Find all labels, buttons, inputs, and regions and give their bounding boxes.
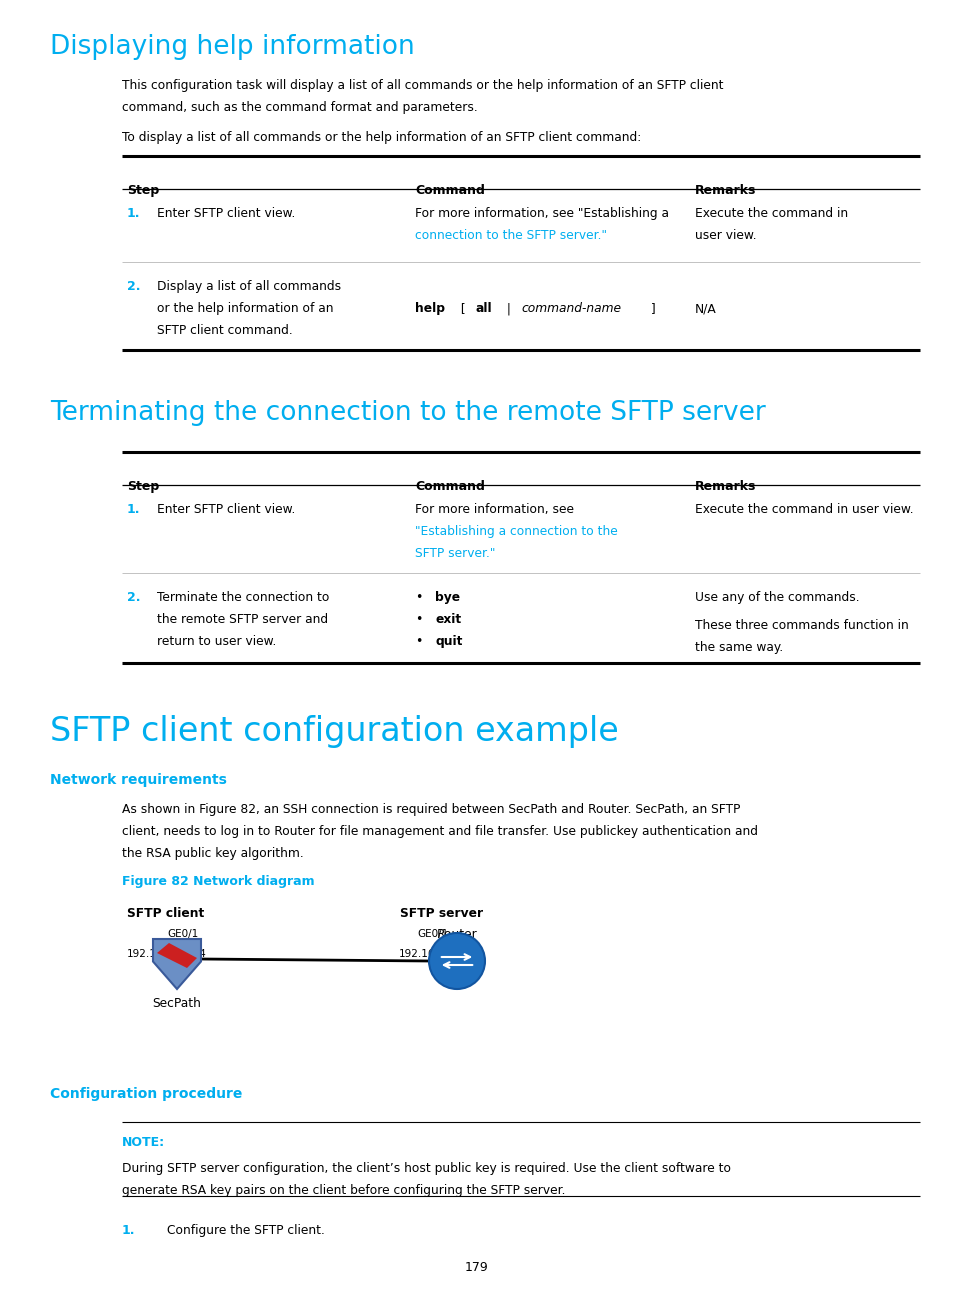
Text: ]: ]	[646, 302, 655, 315]
Text: Execute the command in user view.: Execute the command in user view.	[695, 503, 913, 516]
Text: 192.168.0.1/24: 192.168.0.1/24	[398, 949, 478, 959]
Text: Remarks: Remarks	[695, 480, 756, 492]
Text: Displaying help information: Displaying help information	[50, 34, 415, 60]
Text: 179: 179	[465, 1261, 488, 1274]
Text: For more information, see: For more information, see	[415, 503, 574, 516]
Text: connection to the SFTP server.": connection to the SFTP server."	[415, 229, 606, 242]
Text: SFTP client configuration example: SFTP client configuration example	[50, 715, 618, 748]
Text: Router: Router	[436, 928, 476, 941]
Text: Network requirements: Network requirements	[50, 772, 227, 787]
Text: return to user view.: return to user view.	[157, 635, 276, 648]
Text: 192.168.0.2/24: 192.168.0.2/24	[127, 949, 207, 959]
Text: the same way.: the same way.	[695, 642, 782, 654]
Text: Figure 82 Network diagram: Figure 82 Network diagram	[122, 875, 314, 888]
Text: Use any of the commands.: Use any of the commands.	[695, 591, 859, 604]
Text: SecPath: SecPath	[152, 997, 201, 1010]
Text: Enter SFTP client view.: Enter SFTP client view.	[157, 503, 295, 516]
Text: Remarks: Remarks	[695, 184, 756, 197]
Text: 1.: 1.	[127, 207, 140, 220]
Text: exit: exit	[435, 613, 460, 626]
Text: "Establishing a connection to the: "Establishing a connection to the	[415, 525, 618, 538]
Text: Enter SFTP client view.: Enter SFTP client view.	[157, 207, 295, 220]
Text: N/A: N/A	[695, 302, 716, 315]
Text: help: help	[415, 302, 444, 315]
Text: SFTP client: SFTP client	[127, 907, 204, 920]
Text: Execute the command in: Execute the command in	[695, 207, 847, 220]
Text: bye: bye	[435, 591, 459, 604]
Text: command-name: command-name	[520, 302, 620, 315]
Circle shape	[429, 933, 484, 989]
Polygon shape	[157, 943, 196, 968]
Text: or the help information of an: or the help information of an	[157, 302, 334, 315]
Text: all: all	[475, 302, 491, 315]
Text: •: •	[415, 613, 422, 626]
Text: During SFTP server configuration, the client’s host public key is required. Use : During SFTP server configuration, the cl…	[122, 1163, 730, 1175]
Text: 1.: 1.	[127, 503, 140, 516]
Text: 1.: 1.	[122, 1223, 135, 1236]
Text: This configuration task will display a list of all commands or the help informat: This configuration task will display a l…	[122, 79, 722, 92]
Text: the RSA public key algorithm.: the RSA public key algorithm.	[122, 848, 303, 861]
Text: generate RSA key pairs on the client before configuring the SFTP server.: generate RSA key pairs on the client bef…	[122, 1185, 565, 1198]
Text: the remote SFTP server and: the remote SFTP server and	[157, 613, 328, 626]
Text: 2.: 2.	[127, 280, 140, 293]
Text: Display a list of all commands: Display a list of all commands	[157, 280, 341, 293]
Text: [: [	[456, 302, 469, 315]
Text: ROUTER: ROUTER	[444, 991, 470, 997]
Text: For more information, see "Establishing a: For more information, see "Establishing …	[415, 207, 668, 220]
Text: To display a list of all commands or the help information of an SFTP client comm: To display a list of all commands or the…	[122, 131, 640, 144]
Text: quit: quit	[435, 635, 462, 648]
Text: SFTP client command.: SFTP client command.	[157, 324, 293, 337]
Text: Step: Step	[127, 480, 159, 492]
Polygon shape	[152, 940, 201, 989]
Text: Terminating the connection to the remote SFTP server: Terminating the connection to the remote…	[50, 400, 765, 426]
Text: •: •	[415, 591, 422, 604]
Text: 2.: 2.	[127, 591, 140, 604]
Text: Step: Step	[127, 184, 159, 197]
Text: Command: Command	[415, 480, 484, 492]
Text: GE0/1: GE0/1	[167, 929, 198, 940]
Text: SFTP server.": SFTP server."	[415, 547, 495, 560]
Text: GE0/1: GE0/1	[416, 929, 448, 940]
Text: Configure the SFTP client.: Configure the SFTP client.	[167, 1223, 325, 1236]
Text: Command: Command	[415, 184, 484, 197]
Text: These three commands function in: These three commands function in	[695, 619, 908, 632]
Text: Terminate the connection to: Terminate the connection to	[157, 591, 329, 604]
Text: client, needs to log in to Router for file management and file transfer. Use pub: client, needs to log in to Router for fi…	[122, 826, 758, 839]
Text: user view.: user view.	[695, 229, 756, 242]
Text: As shown in Figure 82, an SSH connection is required between SecPath and Router.: As shown in Figure 82, an SSH connection…	[122, 804, 740, 816]
Text: •: •	[415, 635, 422, 648]
Text: command, such as the command format and parameters.: command, such as the command format and …	[122, 101, 477, 114]
Text: SFTP server: SFTP server	[399, 907, 482, 920]
Text: |: |	[502, 302, 515, 315]
Text: NOTE:: NOTE:	[122, 1137, 165, 1150]
Text: Configuration procedure: Configuration procedure	[50, 1087, 242, 1102]
